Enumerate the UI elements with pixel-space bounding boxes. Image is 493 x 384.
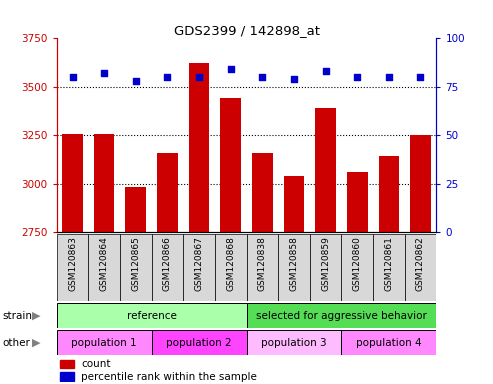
Text: GSM120867: GSM120867: [195, 236, 204, 291]
Bar: [246, 234, 278, 301]
Point: [290, 76, 298, 82]
Text: reference: reference: [127, 311, 176, 321]
Text: GSM120838: GSM120838: [258, 236, 267, 291]
Bar: [157, 153, 177, 232]
Bar: [183, 234, 215, 301]
Text: GSM120860: GSM120860: [352, 236, 362, 291]
Bar: [120, 234, 152, 301]
Text: percentile rank within the sample: percentile rank within the sample: [81, 372, 257, 382]
Text: other: other: [2, 338, 31, 348]
Bar: [94, 134, 114, 232]
Bar: [278, 234, 310, 301]
Bar: [61, 359, 74, 368]
Text: selected for aggressive behavior: selected for aggressive behavior: [256, 311, 427, 321]
Bar: [410, 136, 431, 232]
Bar: [215, 234, 246, 301]
Bar: [57, 234, 88, 301]
Bar: [347, 172, 367, 232]
Text: GSM120858: GSM120858: [289, 236, 298, 291]
Bar: [341, 234, 373, 301]
Bar: [152, 234, 183, 301]
Text: GSM120861: GSM120861: [385, 236, 393, 291]
Point: [385, 74, 393, 80]
Bar: [88, 234, 120, 301]
Bar: [373, 234, 405, 301]
Point: [100, 70, 108, 76]
Bar: [57, 330, 152, 355]
Text: ▶: ▶: [32, 338, 40, 348]
Title: GDS2399 / 142898_at: GDS2399 / 142898_at: [174, 24, 319, 37]
Bar: [220, 98, 241, 232]
Text: GSM120865: GSM120865: [131, 236, 141, 291]
Point: [258, 74, 266, 80]
Text: population 4: population 4: [356, 338, 422, 348]
Text: GSM120866: GSM120866: [163, 236, 172, 291]
Bar: [62, 134, 83, 232]
Bar: [189, 63, 210, 232]
Point: [227, 66, 235, 73]
Bar: [341, 330, 436, 355]
Bar: [246, 303, 436, 328]
Bar: [283, 176, 304, 232]
Bar: [126, 187, 146, 232]
Text: GSM120863: GSM120863: [68, 236, 77, 291]
Bar: [379, 156, 399, 232]
Bar: [152, 330, 246, 355]
Point: [132, 78, 140, 84]
Bar: [246, 330, 341, 355]
Text: GSM120859: GSM120859: [321, 236, 330, 291]
Text: ▶: ▶: [32, 311, 40, 321]
Text: count: count: [81, 359, 111, 369]
Point: [321, 68, 329, 74]
Point: [164, 74, 172, 80]
Point: [353, 74, 361, 80]
Bar: [57, 303, 246, 328]
Text: population 1: population 1: [71, 338, 137, 348]
Point: [417, 74, 424, 80]
Bar: [252, 153, 273, 232]
Text: GSM120864: GSM120864: [100, 236, 108, 291]
Bar: [61, 372, 74, 381]
Point: [69, 74, 76, 80]
Bar: [316, 108, 336, 232]
Text: GSM120868: GSM120868: [226, 236, 235, 291]
Point: [195, 74, 203, 80]
Bar: [405, 234, 436, 301]
Bar: [310, 234, 341, 301]
Text: strain: strain: [2, 311, 33, 321]
Text: population 3: population 3: [261, 338, 327, 348]
Text: population 2: population 2: [166, 338, 232, 348]
Text: GSM120862: GSM120862: [416, 236, 425, 291]
